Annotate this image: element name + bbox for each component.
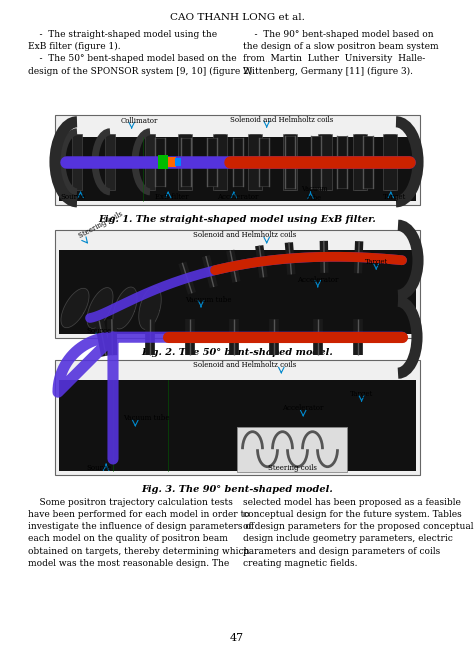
Bar (213, 134, 227, 190)
Bar (363, 136, 373, 188)
Bar (237, 426, 347, 472)
Text: Collimator: Collimator (120, 117, 158, 125)
Text: Vacuum
tube: Vacuum tube (301, 186, 328, 202)
Text: 47: 47 (230, 633, 244, 643)
Text: Fig. 1. The straight-shaped model using ExB filter.: Fig. 1. The straight-shaped model using … (98, 215, 376, 224)
Text: -  The 90° bent-shaped model based on
the design of a slow positron beam system
: - The 90° bent-shaped model based on the… (243, 30, 438, 75)
Text: Fig. 3. The 90° bent-shaped model.: Fig. 3. The 90° bent-shaped model. (141, 485, 333, 494)
Text: Steering coils: Steering coils (268, 464, 317, 472)
Bar (59, 137, 416, 201)
Bar (285, 136, 295, 188)
Bar (145, 134, 155, 190)
Bar (248, 134, 262, 190)
Bar (55, 230, 420, 338)
Bar (337, 136, 347, 188)
Bar (320, 134, 330, 190)
Bar (59, 250, 416, 334)
Text: Fig. 2. The 50° bent-shaped model.: Fig. 2. The 50° bent-shaped model. (141, 348, 333, 357)
Bar (285, 134, 295, 190)
Text: Source: Source (86, 327, 111, 335)
Bar (385, 134, 395, 190)
Text: Vacuum tube: Vacuum tube (185, 296, 232, 304)
Bar (105, 134, 115, 190)
Bar (355, 134, 365, 190)
Bar (181, 138, 191, 186)
Bar (72, 134, 82, 190)
Text: Accelerator: Accelerator (283, 404, 324, 412)
Text: Solenoid and Helmholtz coils: Solenoid and Helmholtz coils (230, 116, 333, 124)
Bar (55, 115, 420, 205)
Bar (207, 138, 217, 186)
Bar (59, 380, 416, 471)
Text: Source: Source (86, 464, 111, 472)
Bar (178, 134, 192, 190)
Polygon shape (61, 289, 89, 328)
Bar (283, 134, 297, 190)
Bar (55, 360, 420, 475)
Text: CAO THANH LONG et al.: CAO THANH LONG et al. (170, 14, 304, 22)
Bar (233, 138, 243, 186)
Polygon shape (87, 287, 113, 329)
Text: Accelerator: Accelerator (217, 193, 258, 201)
Bar (250, 134, 260, 190)
Bar (175, 158, 182, 166)
Polygon shape (113, 287, 137, 329)
Text: Source: Source (61, 193, 86, 201)
Text: selected model has been proposed as a feasible
conceptual design for the future : selected model has been proposed as a fe… (243, 498, 474, 567)
Bar (259, 138, 269, 186)
Text: Target: Target (365, 258, 388, 266)
Bar (215, 134, 225, 190)
Text: Solenoid and Helmholtz coils: Solenoid and Helmholtz coils (193, 361, 296, 369)
Text: -  The straight-shaped model using the
ExB filter (figure 1).
    -  The 50° ben: - The straight-shaped model using the Ex… (28, 30, 255, 76)
Text: ExB filter: ExB filter (155, 193, 189, 201)
Bar (353, 134, 367, 190)
Bar (155, 138, 165, 186)
Bar (158, 155, 168, 169)
Bar (311, 136, 321, 188)
Text: Target: Target (383, 193, 406, 201)
Text: Target: Target (350, 390, 373, 398)
Text: Vacuum tube: Vacuum tube (123, 414, 170, 422)
Text: Solenoid and Helmholtz coils: Solenoid and Helmholtz coils (193, 231, 296, 239)
Bar (383, 134, 397, 190)
Text: Accelerator: Accelerator (297, 276, 338, 284)
Bar (318, 134, 332, 190)
Text: Steering coils: Steering coils (77, 210, 124, 240)
Bar (180, 134, 190, 190)
Text: Some positron trajectory calculation tests
have been performed for each model in: Some positron trajectory calculation tes… (28, 498, 254, 567)
Polygon shape (139, 287, 161, 329)
Bar (168, 157, 176, 167)
